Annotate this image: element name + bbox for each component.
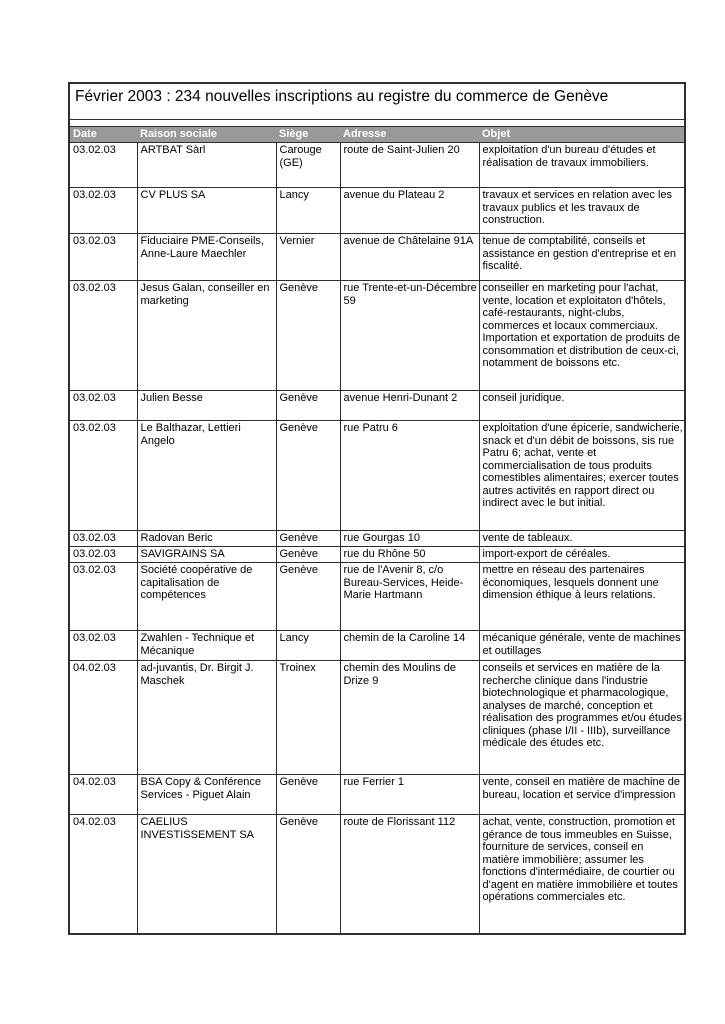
cell-adresse: route de Saint-Julien 20 [339, 142, 480, 188]
cell-adresse: route de Florissant 112 [339, 814, 480, 933]
cell-date: 03.02.03 [70, 280, 138, 391]
cell-raison-sociale: Jesus Galan, conseiller en marketing [136, 280, 277, 391]
cell-adresse: rue du Rhône 50 [339, 546, 480, 563]
cell-raison-sociale: Julien Besse [136, 390, 277, 421]
cell-siege: Genève [275, 546, 341, 563]
table-body: 03.02.03 ARTBAT Sàrl Carouge (GE) route … [70, 142, 684, 933]
cell-raison-sociale: BSA Copy & Conférence Services - Piguet … [136, 774, 277, 815]
column-header-adresse: Adresse [340, 126, 479, 143]
cell-objet: import-export de céréales. [478, 546, 684, 563]
column-header-siege: Siège [276, 126, 340, 143]
cell-adresse: chemin de la Caroline 14 [339, 630, 480, 661]
cell-adresse: chemin des Moulins de Drize 9 [339, 660, 480, 775]
title-table-gap [70, 120, 684, 126]
cell-raison-sociale: SAVIGRAINS SA [136, 546, 277, 563]
cell-siege: Genève [275, 420, 341, 531]
cell-siege: Lancy [275, 630, 341, 661]
cell-raison-sociale: Le Balthazar, Lettieri Angelo [136, 420, 277, 531]
cell-date: 04.02.03 [70, 774, 138, 815]
cell-raison-sociale: Fiduciaire PME-Conseils, Anne-Laure Maec… [136, 233, 277, 281]
cell-adresse: rue Gourgas 10 [339, 530, 480, 547]
cell-objet: vente, conseil en matière de machine de … [478, 774, 684, 815]
table-row: 03.02.03 SAVIGRAINS SA Genève rue du Rhô… [70, 546, 684, 563]
cell-date: 03.02.03 [70, 420, 138, 531]
cell-date: 04.02.03 [70, 660, 138, 775]
column-header-raison-sociale: Raison sociale [137, 126, 276, 143]
cell-raison-sociale: Radovan Beric [136, 530, 277, 547]
document-title-box: Février 2003 : 234 nouvelles inscription… [70, 84, 684, 120]
cell-objet: mettre en réseau des partenaires économi… [478, 562, 684, 631]
cell-raison-sociale: ARTBAT Sàrl [136, 142, 277, 188]
cell-siege: Vernier [275, 233, 341, 281]
cell-adresse: avenue de Châtelaine 91A [339, 233, 480, 281]
table-row: 03.02.03 Radovan Beric Genève rue Gourga… [70, 530, 684, 547]
cell-date: 03.02.03 [70, 546, 138, 563]
cell-siege: Genève [275, 774, 341, 815]
cell-siege: Genève [275, 390, 341, 421]
cell-date: 03.02.03 [70, 562, 138, 631]
table-row: 03.02.03 Société coopérative de capitali… [70, 562, 684, 631]
cell-siege: Genève [275, 562, 341, 631]
cell-adresse: avenue Henri-Dunant 2 [339, 390, 480, 421]
cell-raison-sociale: ad-juvantis, Dr. Birgit J. Maschek [136, 660, 277, 775]
cell-raison-sociale: CV PLUS SA [136, 187, 277, 234]
table-row: 03.02.03 ARTBAT Sàrl Carouge (GE) route … [70, 142, 684, 188]
cell-adresse: rue Trente-et-un-Décembre 59 [339, 280, 480, 391]
table-row: 03.02.03 Le Balthazar, Lettieri Angelo G… [70, 420, 684, 531]
cell-adresse: rue Patru 6 [339, 420, 480, 531]
cell-siege: Genève [275, 814, 341, 933]
cell-siege: Lancy [275, 187, 341, 234]
table-row: 03.02.03 Zwahlen - Technique et Mécaniqu… [70, 630, 684, 661]
cell-date: 03.02.03 [70, 187, 138, 234]
cell-date: 03.02.03 [70, 530, 138, 547]
table-row: 03.02.03 Jesus Galan, conseiller en mark… [70, 280, 684, 391]
cell-raison-sociale: CAELIUS INVESTISSEMENT SA [136, 814, 277, 933]
cell-siege: Troinex [275, 660, 341, 775]
table-row: 03.02.03 Julien Besse Genève avenue Henr… [70, 390, 684, 421]
table-row: 04.02.03 CAELIUS INVESTISSEMENT SA Genèv… [70, 814, 684, 933]
table-row: 03.02.03 CV PLUS SA Lancy avenue du Plat… [70, 187, 684, 234]
cell-objet: exploitation d'une épicerie, sandwicheri… [478, 420, 684, 531]
cell-date: 03.02.03 [70, 630, 138, 661]
cell-objet: mécanique générale, vente de machines et… [478, 630, 684, 661]
cell-adresse: rue Ferrier 1 [339, 774, 480, 815]
table-row: 04.02.03 BSA Copy & Conférence Services … [70, 774, 684, 815]
registrations-table: Date Raison sociale Siège Adresse Objet … [70, 126, 684, 933]
cell-objet: travaux et services en relation avec les… [478, 187, 684, 234]
cell-objet: vente de tableaux. [478, 530, 684, 547]
document-title: Février 2003 : 234 nouvelles inscription… [75, 88, 609, 105]
cell-adresse: rue de l'Avenir 8, c/o Bureau-Services, … [339, 562, 480, 631]
cell-raison-sociale: Société coopérative de capitalisation de… [136, 562, 277, 631]
cell-date: 03.02.03 [70, 142, 138, 188]
cell-objet: exploitation d'un bureau d'études et réa… [478, 142, 684, 188]
cell-siege: Carouge (GE) [275, 142, 341, 188]
table-row: 03.02.03 Fiduciaire PME-Conseils, Anne-L… [70, 233, 684, 281]
cell-date: 03.02.03 [70, 233, 138, 281]
cell-raison-sociale: Zwahlen - Technique et Mécanique [136, 630, 277, 661]
registry-document: Février 2003 : 234 nouvelles inscription… [68, 82, 686, 935]
column-header-date: Date [70, 126, 137, 143]
cell-adresse: avenue du Plateau 2 [339, 187, 480, 234]
cell-objet: conseils et services en matière de la re… [478, 660, 684, 775]
cell-objet: achat, vente, construction, promotion et… [478, 814, 684, 933]
cell-siege: Genève [275, 530, 341, 547]
table-header-row: Date Raison sociale Siège Adresse Objet [70, 126, 684, 143]
cell-objet: tenue de comptabilité, conseils et assis… [478, 233, 684, 281]
column-header-objet: Objet [479, 126, 684, 143]
table-row: 04.02.03 ad-juvantis, Dr. Birgit J. Masc… [70, 660, 684, 775]
cell-date: 04.02.03 [70, 814, 138, 933]
cell-siege: Genève [275, 280, 341, 391]
cell-objet: conseil juridique. [478, 390, 684, 421]
cell-objet: conseiller en marketing pour l'achat, ve… [478, 280, 684, 391]
cell-date: 03.02.03 [70, 390, 138, 421]
